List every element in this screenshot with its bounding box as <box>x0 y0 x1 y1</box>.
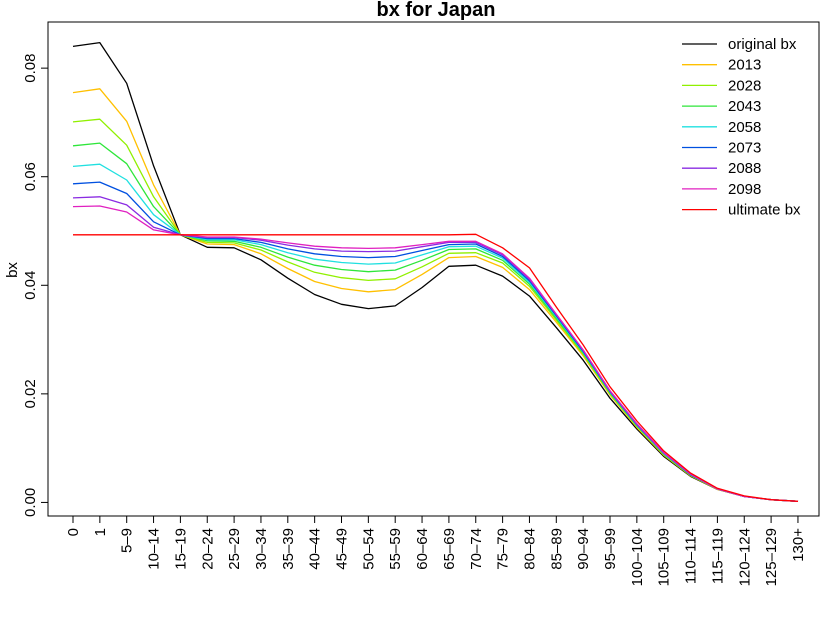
x-tick-label: 100–104 <box>629 528 646 586</box>
x-tick-label: 45–49 <box>334 528 351 570</box>
legend-label: 2028 <box>728 77 761 94</box>
x-tick-label: 50–54 <box>360 528 377 570</box>
x-tick-label: 80–84 <box>521 528 538 570</box>
x-tick-label: 10–14 <box>146 528 163 570</box>
y-tick-label: 0.06 <box>22 162 39 191</box>
series-layer <box>72 41 799 502</box>
x-tick-label: 75–79 <box>495 528 512 570</box>
x-tick-label: 125–129 <box>763 528 780 586</box>
y-axis: 0.00 0.02 0.04 0.06 0.08 <box>22 54 48 517</box>
y-tick-label: 0.02 <box>22 379 39 408</box>
x-tick-label: 25–29 <box>226 528 243 570</box>
x-tick-label: 1 <box>92 528 109 536</box>
legend-label: 2073 <box>728 140 761 157</box>
plot-frame <box>47 21 820 517</box>
x-tick-label: 30–34 <box>253 528 270 570</box>
series-line <box>73 233 799 502</box>
x-tick-label: 95–99 <box>602 528 619 570</box>
x-tick-label: 105–109 <box>656 528 673 586</box>
legend-label: 2058 <box>728 119 761 136</box>
chart-title: bx for Japan <box>377 0 496 21</box>
legend-label: ultimate bx <box>728 202 801 219</box>
x-tick-label: 85–89 <box>548 528 565 570</box>
legend-label: 2098 <box>728 181 761 198</box>
series-line <box>72 205 799 502</box>
legend: original bx 2013 2028 2043 2058 2073 2088 2098 u… <box>682 36 801 219</box>
x-tick-label: 20–24 <box>199 528 216 570</box>
y-tick-label: 0.00 <box>22 488 39 517</box>
series-line <box>72 41 799 502</box>
x-tick-label: 90–94 <box>575 528 592 570</box>
x-tick-label: 65–69 <box>441 528 458 570</box>
x-tick-label: 60–64 <box>414 528 431 570</box>
x-tick-label: 70–74 <box>468 528 485 570</box>
x-tick-label: 130+ <box>790 528 807 562</box>
legend-label: 2088 <box>728 160 761 177</box>
x-tick-label: 5–9 <box>119 528 136 553</box>
x-tick-label: 55–59 <box>387 528 404 570</box>
x-tick-label: 15–19 <box>172 528 189 570</box>
y-tick-label: 0.08 <box>22 54 39 83</box>
legend-label: 2043 <box>728 98 761 115</box>
x-tick-label: 40–44 <box>307 528 324 570</box>
x-tick-label: 35–39 <box>280 528 297 570</box>
x-axis: 0 1 5–9 10–14 15–19 20–24 25–29 30–34 35–39 40–44… <box>65 516 807 586</box>
y-axis-label: bx <box>4 262 21 278</box>
y-tick-label: 0.04 <box>22 271 39 300</box>
x-tick-label: 120–124 <box>736 528 753 586</box>
legend-label: original bx <box>728 36 797 53</box>
x-tick-label: 0 <box>65 528 82 536</box>
legend-label: 2013 <box>728 57 761 74</box>
x-tick-label: 115–119 <box>709 528 726 584</box>
x-tick-label: 110–114 <box>683 528 700 584</box>
